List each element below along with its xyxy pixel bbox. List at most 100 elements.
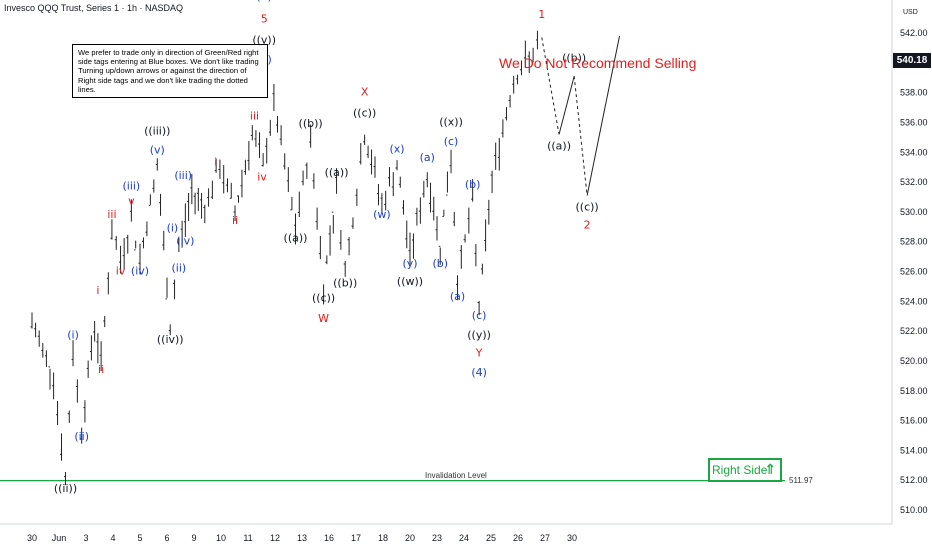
wave-label-28: ((c)) xyxy=(312,291,335,304)
wave-labels: ((ii))(i)(ii)iiiiiiivv(iii)(iv)((iii))(v… xyxy=(54,0,599,495)
wave-label-16: (iv) xyxy=(176,235,194,248)
price-tick-16: 542.00 xyxy=(900,28,928,38)
ohlc-bar-58 xyxy=(240,169,243,198)
ohlc-bar-94 xyxy=(370,149,373,175)
ohlc-bar-101 xyxy=(395,160,398,171)
ohlc-bar-104 xyxy=(405,220,408,249)
ohlc-bar-53 xyxy=(222,165,225,194)
ohlc-bar-27 xyxy=(129,199,132,222)
ohlc-bar-83 xyxy=(328,225,331,256)
price-bars xyxy=(30,30,538,486)
ohlc-bar-24 xyxy=(119,245,122,274)
ohlc-bar-7 xyxy=(56,400,59,426)
invalidation-price: 511.97 xyxy=(789,476,813,485)
ohlc-bar-125 xyxy=(477,300,480,316)
wave-label-14: ((iv)) xyxy=(157,333,184,346)
ohlc-bar-69 xyxy=(279,125,282,146)
ohlc-bar-97 xyxy=(380,193,383,213)
ohlc-bar-121 xyxy=(463,234,466,243)
ohlc-bar-82 xyxy=(325,255,328,265)
ohlc-bar-131 xyxy=(497,138,500,171)
date-label-12: 17 xyxy=(350,533,362,543)
wave-label-8: (iii) xyxy=(122,180,140,193)
price-tick-13: 536.00 xyxy=(900,117,928,127)
ohlc-bar-28 xyxy=(134,240,137,251)
ohlc-bar-123 xyxy=(471,178,474,202)
date-label-3: 4 xyxy=(110,533,116,543)
wave-label-52: 2 xyxy=(584,218,591,231)
wave-label-42: (a) xyxy=(450,290,465,303)
ohlc-bar-8 xyxy=(60,433,63,461)
price-tick-8: 526.00 xyxy=(900,267,928,277)
date-label-0: 30 xyxy=(26,533,38,543)
wave-label-6: iv xyxy=(116,264,126,277)
ohlc-bar-46 xyxy=(196,187,199,211)
ohlc-bar-88 xyxy=(347,237,350,256)
ohlc-bar-64 xyxy=(261,153,264,167)
date-label-11: 16 xyxy=(323,533,335,543)
ohlc-bar-11 xyxy=(71,340,74,367)
ohlc-bar-84 xyxy=(331,211,334,234)
ohlc-bar-140 xyxy=(531,47,534,63)
ohlc-bar-31 xyxy=(145,221,148,237)
ohlc-bar-127 xyxy=(484,219,487,252)
currency-label: USD xyxy=(903,9,918,16)
date-label-20: 30 xyxy=(566,533,578,543)
date-label-15: 23 xyxy=(431,533,443,543)
ohlc-bar-109 xyxy=(422,180,425,198)
ohlc-bar-52 xyxy=(218,159,221,179)
projection-segment-3 xyxy=(586,35,621,196)
wave-label-35: (x) xyxy=(389,142,404,155)
wave-label-39: (b) xyxy=(432,257,448,270)
ohlc-bar-110 xyxy=(425,172,428,188)
wave-label-18: ii xyxy=(232,214,238,227)
wave-label-48: 1 xyxy=(538,8,545,21)
ohlc-bar-66 xyxy=(268,119,271,136)
ohlc-bar-34 xyxy=(155,158,158,171)
ohlc-bar-36 xyxy=(162,230,165,251)
price-tick-6: 522.00 xyxy=(900,326,928,336)
ohlc-bar-32 xyxy=(148,194,151,206)
ohlc-bar-122 xyxy=(467,207,470,234)
wave-label-37: ((w)) xyxy=(397,275,423,288)
price-tick-3: 516.00 xyxy=(900,416,928,426)
ohlc-bar-89 xyxy=(351,217,354,229)
wave-label-11: (v) xyxy=(150,144,165,157)
ohlc-bar-25 xyxy=(122,237,125,270)
ohlc-bar-29 xyxy=(138,243,141,275)
ohlc-bar-106 xyxy=(411,233,414,259)
ohlc-bar-114 xyxy=(438,245,441,265)
ohlc-bar-134 xyxy=(508,94,511,108)
ohlc-bar-30 xyxy=(141,237,144,249)
ohlc-bar-37 xyxy=(165,277,168,300)
wave-label-36: (y) xyxy=(402,257,417,270)
ohlc-bar-75 xyxy=(301,170,304,186)
price-tick-0: 510.00 xyxy=(900,505,928,515)
date-label-4: 5 xyxy=(137,533,143,543)
wave-label-21: ((v)) xyxy=(252,33,276,46)
projection-path xyxy=(541,35,621,196)
ohlc-bar-68 xyxy=(276,115,279,133)
ohlc-bar-138 xyxy=(523,40,526,67)
ohlc-bar-129 xyxy=(490,170,493,194)
ohlc-bar-96 xyxy=(376,183,379,206)
wave-label-38: (a) xyxy=(420,151,435,164)
ohlc-bar-71 xyxy=(286,167,289,193)
ohlc-bar-91 xyxy=(359,143,362,165)
wave-label-29: W xyxy=(318,312,329,325)
ohlc-bar-79 xyxy=(315,207,318,230)
wave-label-5: iii xyxy=(107,208,116,221)
ohlc-bar-115 xyxy=(442,209,445,218)
wave-label-24: iii xyxy=(250,109,259,122)
ohlc-bar-43 xyxy=(187,192,190,222)
date-label-18: 26 xyxy=(512,533,524,543)
wave-label-10: ((iii)) xyxy=(144,124,170,137)
date-label-5: 6 xyxy=(164,533,170,543)
ohlc-bar-20 xyxy=(103,315,106,328)
ohlc-bar-26 xyxy=(126,234,129,254)
wave-label-27: ((b)) xyxy=(299,117,323,130)
wave-label-7: v xyxy=(128,194,135,207)
ohlc-bar-35 xyxy=(159,193,162,216)
wave-label-40: ((x)) xyxy=(439,115,463,128)
